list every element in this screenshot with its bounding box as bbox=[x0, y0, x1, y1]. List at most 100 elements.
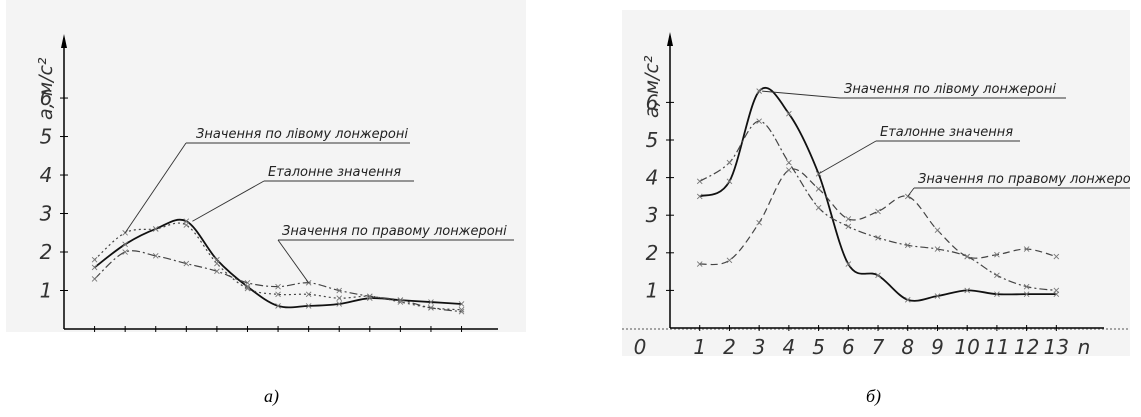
data-point-marker bbox=[336, 295, 343, 302]
x-tick-label: 12 bbox=[1014, 335, 1039, 356]
data-point-marker bbox=[786, 110, 792, 117]
annotation-leader bbox=[762, 90, 841, 99]
data-point-marker bbox=[336, 301, 343, 307]
y-tick-label: 5 bbox=[646, 128, 659, 152]
x-tick-label: 2 bbox=[723, 335, 736, 356]
data-point-marker bbox=[786, 167, 792, 173]
data-point-marker bbox=[964, 287, 971, 294]
data-point-marker bbox=[91, 256, 98, 263]
y-tick-label: 1 bbox=[646, 278, 659, 302]
data-point-marker bbox=[336, 287, 343, 294]
data-point-marker bbox=[244, 285, 251, 292]
data-point-marker bbox=[845, 261, 852, 267]
annotation-label: Еталонне значення bbox=[268, 165, 401, 180]
x-tick-label: 4 bbox=[783, 335, 796, 356]
x-axis-label: n bbox=[1078, 335, 1091, 356]
x-tick-label: 5 bbox=[812, 335, 825, 356]
data-point-marker bbox=[875, 208, 881, 215]
data-point-marker bbox=[994, 272, 1000, 279]
data-point-marker bbox=[1053, 253, 1060, 260]
data-point-marker bbox=[244, 279, 251, 286]
y-tick-label: 6 bbox=[40, 86, 53, 110]
data-point-marker bbox=[458, 306, 465, 313]
data-point-marker bbox=[815, 186, 822, 192]
x-tick-label: 7 bbox=[872, 335, 885, 356]
data-point-marker bbox=[875, 272, 881, 279]
annotation-leader bbox=[277, 239, 310, 284]
data-point-marker bbox=[305, 291, 312, 298]
data-point-marker bbox=[1023, 291, 1030, 297]
data-point-marker bbox=[152, 253, 159, 259]
origin-label: 0 bbox=[634, 335, 647, 356]
data-point-marker bbox=[994, 291, 1000, 297]
data-point-marker bbox=[214, 260, 220, 267]
data-point-marker bbox=[726, 257, 733, 264]
data-point-marker bbox=[1023, 246, 1030, 252]
data-point-marker bbox=[122, 249, 128, 255]
annotation-label: Значення по правому лонжероні bbox=[282, 224, 507, 239]
y-tick-label: 2 bbox=[40, 240, 53, 264]
y-axis-arrow bbox=[61, 34, 67, 48]
data-point-marker bbox=[305, 303, 312, 309]
y-tick-label: 1 bbox=[40, 279, 53, 303]
data-point-marker bbox=[756, 219, 762, 226]
data-point-marker bbox=[366, 293, 373, 300]
series-line bbox=[94, 250, 462, 313]
data-point-marker bbox=[696, 261, 703, 267]
annotation-label: Значення по лівому лонжероні bbox=[196, 127, 408, 142]
x-tick-label: 10 bbox=[954, 335, 979, 356]
data-point-marker bbox=[152, 226, 159, 232]
annotation-label: Еталонне значення bbox=[880, 125, 1013, 140]
data-point-marker bbox=[726, 178, 733, 185]
y-tick-label: 4 bbox=[646, 166, 659, 190]
annotation-leader bbox=[907, 187, 915, 197]
x-tick-label: 13 bbox=[1044, 335, 1069, 356]
y-axis-arrow bbox=[667, 32, 673, 46]
data-point-marker bbox=[845, 216, 852, 222]
data-point-marker bbox=[934, 293, 941, 299]
data-point-marker bbox=[428, 305, 434, 311]
data-point-marker bbox=[904, 296, 911, 303]
data-point-marker bbox=[845, 223, 852, 230]
y-axis-label: a, м/с² bbox=[35, 57, 57, 120]
chart-panel-b: 1 2 3 4 5 6 a, м/с² 1 2 3 4 5 6 7 8 9 10 11 12 13 0 n Значення… bbox=[622, 10, 1130, 356]
data-point-marker bbox=[964, 253, 971, 260]
x-tick-label: 6 bbox=[842, 335, 855, 356]
x-tick-label: 8 bbox=[901, 335, 914, 356]
data-point-marker bbox=[696, 193, 703, 200]
y-tick-label: 6 bbox=[646, 90, 659, 114]
data-point-marker bbox=[275, 303, 281, 309]
annotation-leader bbox=[818, 140, 877, 175]
y-tick-label: 3 bbox=[40, 202, 53, 226]
y-axis-label: a, м/с² bbox=[641, 55, 663, 118]
x-tick-label: 3 bbox=[753, 335, 766, 356]
data-point-marker bbox=[696, 178, 703, 185]
caption-a: а) bbox=[264, 386, 279, 406]
data-point-marker bbox=[428, 299, 434, 305]
y-tick-label: 3 bbox=[646, 203, 659, 227]
data-point-marker bbox=[875, 234, 881, 241]
data-point-marker bbox=[1023, 283, 1030, 290]
y-tick-label: 2 bbox=[646, 241, 659, 265]
data-point-marker bbox=[122, 241, 128, 248]
series-line bbox=[699, 120, 1057, 291]
annotation-leader bbox=[192, 180, 265, 222]
data-point-marker bbox=[994, 251, 1000, 258]
data-point-marker bbox=[91, 264, 98, 271]
y-tick-label: 4 bbox=[40, 163, 53, 187]
annotation-label: Значення по правому лонжероні bbox=[918, 172, 1130, 187]
data-point-marker bbox=[756, 118, 762, 125]
data-point-marker bbox=[275, 283, 281, 290]
data-point-marker bbox=[1053, 287, 1060, 294]
data-point-marker bbox=[91, 276, 98, 282]
data-point-marker bbox=[397, 297, 404, 303]
data-point-marker bbox=[214, 268, 220, 275]
data-point-marker bbox=[786, 159, 792, 166]
data-point-marker bbox=[726, 159, 733, 166]
data-point-marker bbox=[904, 242, 911, 249]
data-point-marker bbox=[183, 260, 190, 267]
